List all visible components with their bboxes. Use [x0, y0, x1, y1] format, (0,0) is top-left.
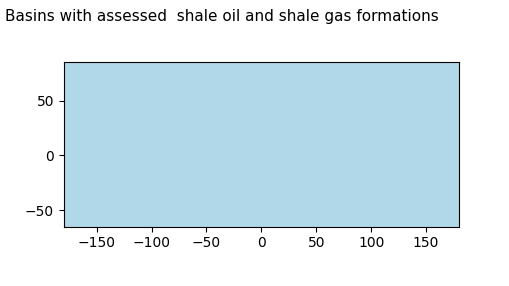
Text: Basins with assessed  shale oil and shale gas formations: Basins with assessed shale oil and shale… — [5, 9, 438, 23]
